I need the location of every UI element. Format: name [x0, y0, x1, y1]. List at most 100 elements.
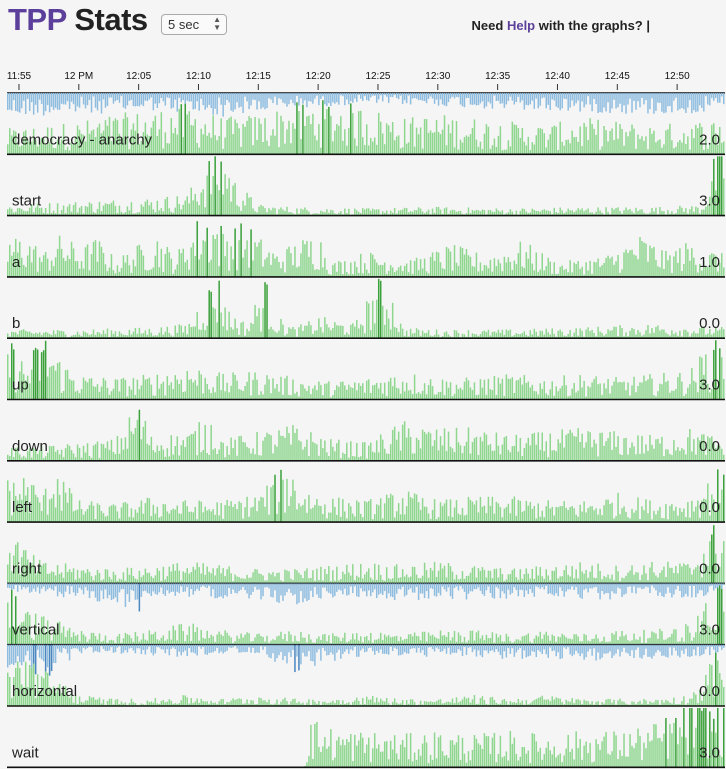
negative-bar: [238, 93, 240, 108]
positive-bar: [352, 761, 354, 768]
positive-bar: [549, 750, 551, 768]
negative-bar: [264, 583, 266, 588]
positive-bar: [619, 124, 621, 155]
positive-bar: [268, 145, 270, 155]
negative-bar: [449, 583, 452, 597]
positive-bar: [677, 335, 679, 339]
positive-bar: [10, 331, 13, 339]
positive-bar: [421, 390, 424, 400]
positive-bar: [557, 149, 559, 155]
positive-bar: [152, 209, 155, 216]
negative-bar: [535, 644, 538, 658]
positive-bar: [543, 634, 546, 645]
positive-bar: [20, 330, 23, 339]
negative-bar: [417, 644, 420, 649]
positive-bar: [12, 332, 15, 339]
positive-bar: [332, 498, 334, 523]
negative-bar: [423, 644, 426, 656]
positive-bar: [230, 437, 232, 461]
negative-bar: [461, 644, 464, 656]
positive-bar: [78, 500, 81, 523]
positive-bar: [661, 147, 663, 155]
positive-bar: [613, 381, 615, 400]
series-bars: [304, 708, 725, 768]
positive-bar: [216, 140, 218, 155]
positive-bar: [657, 510, 659, 523]
negative-bar: [373, 93, 376, 96]
positive-bar: [501, 150, 504, 155]
negative-bar: [314, 583, 316, 588]
help-link[interactable]: Help: [506, 18, 536, 33]
positive-bar: [332, 395, 334, 400]
positive-bar: [595, 701, 597, 706]
negative-bar: [697, 93, 699, 112]
positive-bar: [651, 133, 653, 155]
negative-bar: [44, 644, 47, 675]
positive-bar: [587, 270, 589, 277]
negative-bar: [210, 583, 212, 597]
positive-bar: [407, 759, 410, 768]
positive-bar: [377, 278, 380, 339]
negative-bar: [274, 644, 276, 662]
positive-bar: [465, 135, 468, 155]
title-stats: Stats: [74, 2, 148, 37]
positive-bar: [96, 503, 99, 523]
positive-bar: [523, 635, 526, 645]
negative-bar: [667, 583, 669, 588]
positive-bar: [24, 661, 27, 706]
positive-bar: [679, 139, 681, 155]
positive-bar: [362, 737, 364, 768]
positive-bar: [332, 265, 334, 277]
positive-bar: [429, 335, 432, 339]
interval-select[interactable]: 5 sec ▲ ▼: [161, 14, 227, 35]
positive-bar: [318, 579, 320, 584]
positive-bar: [164, 199, 167, 216]
negative-bar: [338, 583, 340, 590]
positive-bar: [302, 504, 304, 523]
positive-bar: [507, 257, 510, 277]
positive-bar: [202, 393, 204, 400]
positive-bar: [68, 204, 71, 216]
positive-bar: [272, 453, 274, 461]
positive-bar: [258, 500, 260, 523]
positive-bar: [214, 514, 216, 523]
negative-bar: [314, 644, 316, 666]
negative-bar: [136, 583, 139, 600]
positive-bar: [663, 733, 665, 768]
negative-bar: [300, 93, 302, 99]
positive-bar: [124, 379, 127, 400]
positive-bar: [415, 437, 418, 461]
negative-bar: [130, 93, 133, 100]
negative-bar: [44, 583, 47, 592]
positive-bar: [262, 308, 264, 339]
positive-bar: [565, 139, 567, 155]
positive-bar: [643, 742, 645, 768]
negative-bar: [44, 93, 47, 112]
positive-bar: [463, 578, 466, 584]
positive-bar: [24, 380, 27, 400]
positive-bar: [364, 333, 366, 339]
positive-bar: [362, 273, 364, 277]
positive-bar: [114, 505, 117, 523]
positive-bar: [607, 499, 609, 523]
negative-bar: [637, 644, 639, 648]
positive-bar: [362, 517, 364, 523]
positive-bar: [395, 387, 398, 400]
positive-bar: [401, 739, 404, 768]
negative-bar: [407, 93, 410, 96]
positive-bar: [661, 631, 663, 645]
positive-bar: [78, 207, 81, 216]
negative-bar: [296, 583, 298, 605]
negative-bar: [230, 644, 232, 648]
positive-bar: [593, 577, 595, 584]
positive-bar: [210, 700, 212, 706]
negative-bar: [74, 583, 77, 596]
positive-bar: [645, 444, 647, 461]
positive-bar: [723, 708, 725, 768]
positive-bar: [693, 439, 695, 461]
positive-bar: [248, 703, 250, 706]
positive-bar: [531, 263, 534, 277]
negative-bar: [366, 93, 368, 101]
positive-bar: [431, 132, 434, 155]
positive-bar: [318, 124, 320, 155]
